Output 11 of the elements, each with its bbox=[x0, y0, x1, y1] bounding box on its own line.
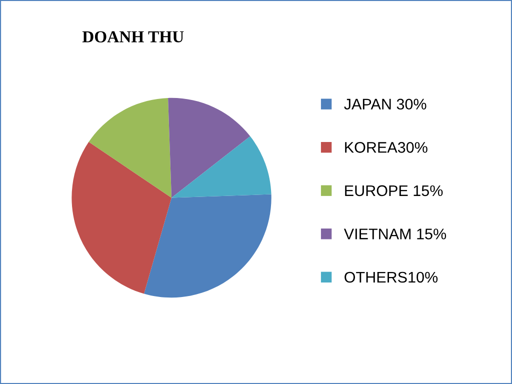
legend-label: JAPAN 30% bbox=[344, 98, 426, 110]
legend-label: KOREA30% bbox=[345, 142, 428, 153]
legend-label: OTHERS10% bbox=[344, 272, 438, 283]
legend-label: EUROPE 15% bbox=[345, 185, 443, 196]
pie-slice bbox=[144, 194, 272, 298]
pie-slice bbox=[168, 98, 250, 198]
pie-slice bbox=[88, 98, 172, 198]
pie-slice bbox=[72, 142, 172, 294]
chart-title: DOANH THU bbox=[82, 31, 184, 42]
pie-slice bbox=[172, 136, 272, 198]
legend-label: VIETNAM 15% bbox=[344, 228, 446, 240]
